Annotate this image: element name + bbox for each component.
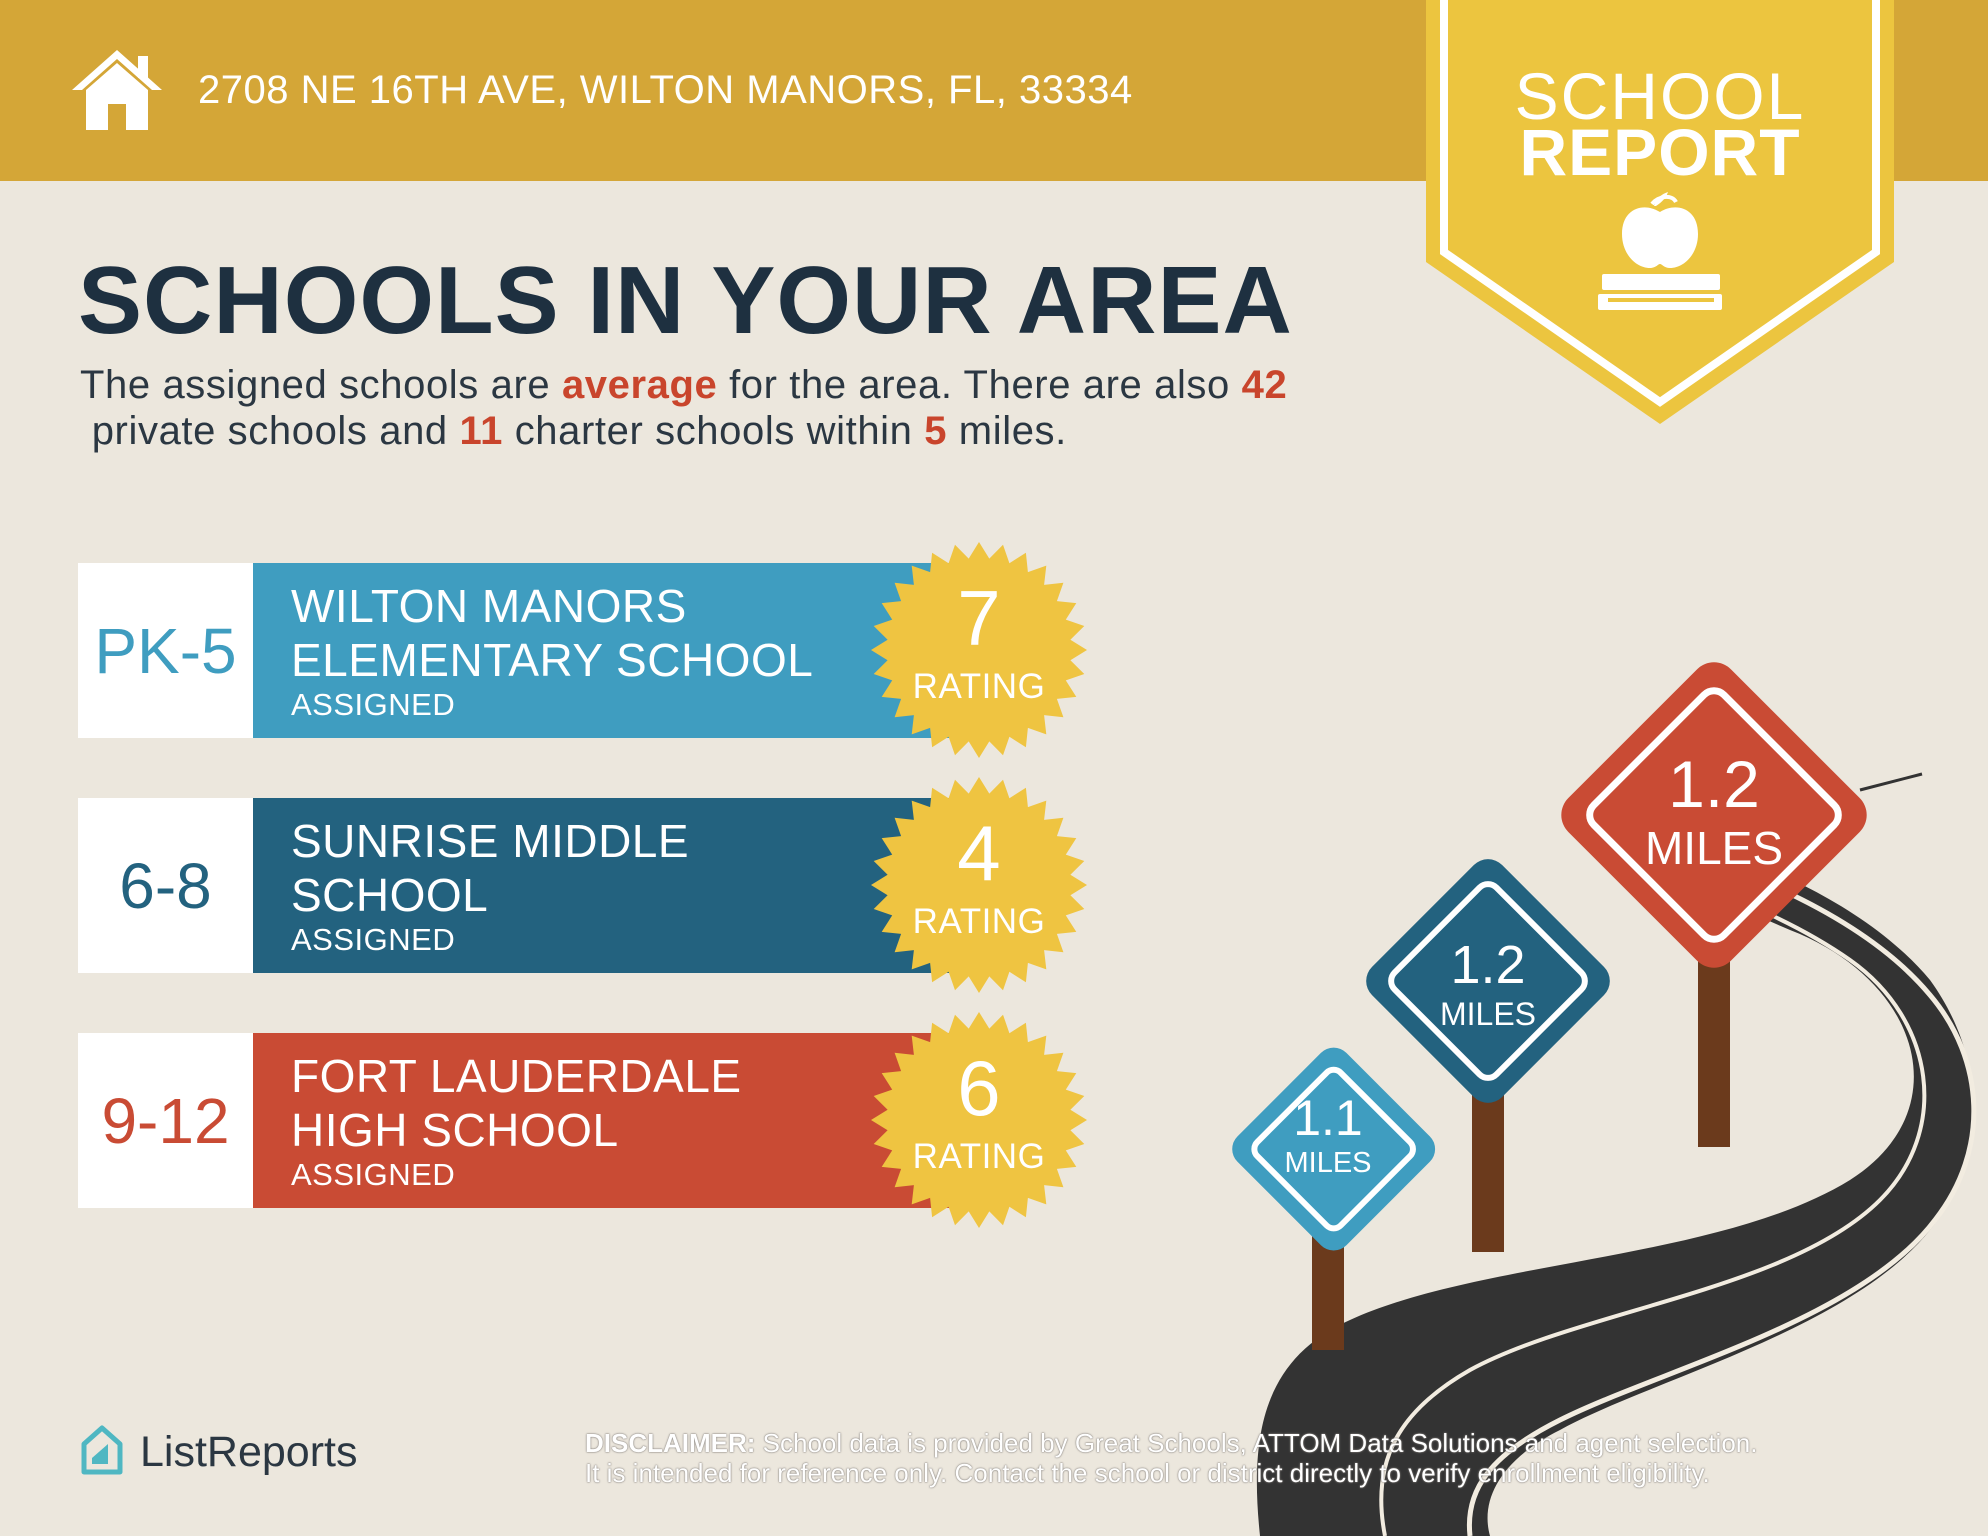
rating-label: RATING bbox=[912, 1137, 1046, 1176]
summary-radius: 5 bbox=[924, 409, 948, 453]
school-status: ASSIGNED bbox=[291, 687, 456, 722]
disclaimer-text: It is intended for reference only. Conta… bbox=[585, 1458, 1710, 1488]
summary-part: private schools and bbox=[80, 409, 460, 453]
grade-range: PK-5 bbox=[78, 563, 253, 738]
sign-diamond bbox=[1561, 662, 1867, 968]
listreports-logo-icon bbox=[81, 1425, 123, 1475]
school-report-badge: SCHOOL REPORT bbox=[1424, 0, 1896, 426]
apple-on-books-icon bbox=[1598, 192, 1722, 310]
disclaimer-label: DISCLAIMER: bbox=[585, 1428, 756, 1458]
sign-diamond bbox=[1232, 1047, 1436, 1251]
sign-diamond bbox=[1366, 859, 1610, 1103]
road-edge-line bbox=[1466, 865, 1977, 1536]
school-name: FORT LAUDERDALE HIGH SCHOOL bbox=[291, 1050, 742, 1156]
school-name: WILTON MANORS ELEMENTARY SCHOOL bbox=[291, 580, 814, 686]
brand-name: ListReports bbox=[140, 1428, 358, 1476]
road-horizon-line bbox=[1859, 772, 1923, 792]
summary-part: charter schools within bbox=[502, 409, 925, 453]
school-name-panel: FORT LAUDERDALE HIGH SCHOOL ASSIGNED bbox=[253, 1033, 998, 1208]
school-row: 6-8 SUNRISE MIDDLE SCHOOL ASSIGNED 4 RAT… bbox=[78, 777, 1088, 993]
distance-value: 1.1 bbox=[1293, 1090, 1363, 1146]
summary-text: The assigned schools are average for the… bbox=[80, 362, 1420, 454]
distance-sign-1: 1.1 MILES bbox=[1258, 1090, 1398, 1180]
school-status: ASSIGNED bbox=[291, 1157, 456, 1192]
road-center-line bbox=[1379, 884, 1927, 1536]
distance-value: 1.2 bbox=[1450, 935, 1526, 995]
sign-diamond-border bbox=[1586, 687, 1842, 943]
badge-title-line1: SCHOOL bbox=[1514, 59, 1806, 133]
disclaimer: DISCLAIMER: School data is provided by G… bbox=[585, 1428, 1925, 1488]
grade-range: 6-8 bbox=[78, 798, 253, 973]
school-status: ASSIGNED bbox=[291, 922, 456, 957]
school-row: 9-12 FORT LAUDERDALE HIGH SCHOOL ASSIGNE… bbox=[78, 1012, 1088, 1228]
rating-label: RATING bbox=[912, 902, 1046, 941]
disclaimer-text: School data is provided by Great Schools… bbox=[755, 1428, 1758, 1458]
summary-private-count: 42 bbox=[1241, 363, 1288, 407]
summary-charter-count: 11 bbox=[459, 409, 503, 453]
rating-seal-icon bbox=[871, 777, 1087, 993]
home-icon bbox=[72, 50, 162, 130]
distance-unit: MILES bbox=[1439, 996, 1537, 1032]
school-name: SUNRISE MIDDLE SCHOOL bbox=[291, 815, 690, 921]
sign-diamond-border bbox=[1388, 881, 1588, 1081]
sign-post bbox=[1698, 955, 1730, 1147]
rating-value: 6 bbox=[957, 1044, 1001, 1132]
rating-label: RATING bbox=[912, 667, 1046, 706]
page-title: SCHOOLS IN YOUR AREA bbox=[78, 247, 1293, 354]
property-address: 2708 NE 16TH AVE, WILTON MANORS, FL, 333… bbox=[198, 68, 1133, 112]
distance-value: 1.2 bbox=[1668, 747, 1760, 821]
distance-sign-2: 1.2 MILES bbox=[1408, 934, 1568, 1032]
badge-title-line2: REPORT bbox=[1519, 115, 1801, 189]
school-row: PK-5 WILTON MANORS ELEMENTARY SCHOOL ASS… bbox=[78, 542, 1088, 758]
summary-part: The assigned schools are bbox=[80, 363, 562, 407]
rating-value: 7 bbox=[957, 574, 1001, 662]
rating-seal-icon bbox=[871, 1012, 1087, 1228]
grade-range: 9-12 bbox=[78, 1033, 253, 1208]
road bbox=[1256, 858, 1974, 1536]
distance-unit: MILES bbox=[1284, 1147, 1372, 1179]
summary-quality: average bbox=[561, 363, 718, 407]
sign-post bbox=[1472, 1095, 1504, 1252]
summary-part: for the area. There are also bbox=[717, 363, 1242, 407]
rating-seal-icon bbox=[871, 542, 1087, 758]
summary-part: miles. bbox=[947, 409, 1067, 453]
distance-sign-3: 1.2 MILES bbox=[1614, 746, 1814, 874]
distance-unit: MILES bbox=[1644, 822, 1784, 874]
rating-value: 4 bbox=[957, 809, 1001, 897]
sign-diamond-border bbox=[1251, 1066, 1416, 1232]
